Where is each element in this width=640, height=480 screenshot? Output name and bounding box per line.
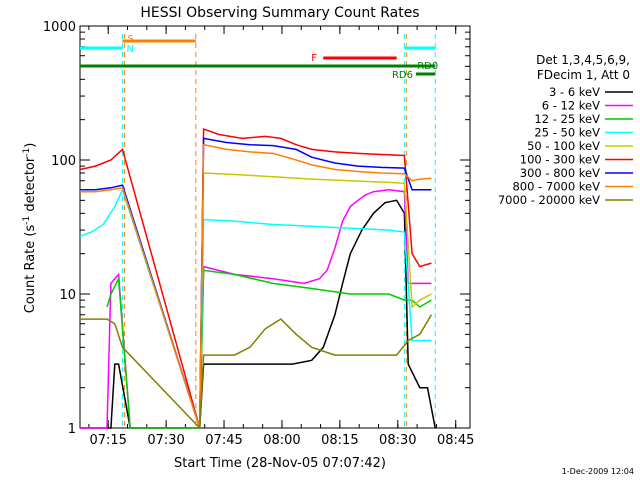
legend-entry-label: 6 - 12 keV <box>542 99 600 113</box>
legend-header: Det 1,3,4,5,6,9, <box>536 53 630 67</box>
chart-title: HESSI Observing Summary Count Rates <box>140 5 419 21</box>
series-line <box>80 200 435 428</box>
flag-label: RD6 <box>392 70 413 81</box>
legend-entry-label: 7000 - 20000 keV <box>498 193 600 207</box>
plot-frame <box>80 26 470 428</box>
legend-header: FDecim 1, Att 0 <box>537 68 630 82</box>
y-tick-label: 100 <box>51 154 76 169</box>
x-tick-label: 07:45 <box>205 433 242 448</box>
x-tick-label: 08:15 <box>321 433 358 448</box>
x-tick-label: 08:45 <box>437 433 474 448</box>
plot-area: 1 10 100 1000 07:15 07:30 07:45 08:00 08:15 08:30… <box>43 20 475 448</box>
flag-label: F <box>311 53 317 64</box>
series-line <box>80 315 431 428</box>
legend-entry-label: 50 - 100 keV <box>527 139 600 153</box>
legend-entry-label: 3 - 6 keV <box>549 85 600 99</box>
x-tick-label: 07:15 <box>89 433 126 448</box>
series-line <box>80 129 431 428</box>
y-tick-label: 1 <box>68 422 76 437</box>
x-tick-label: 08:30 <box>379 433 416 448</box>
series-line <box>80 190 431 428</box>
series-line <box>80 190 431 428</box>
legend-entry-label: 300 - 800 keV <box>520 166 600 180</box>
y-tick-label: 10 <box>59 288 76 303</box>
legend-entry-label: 800 - 7000 keV <box>512 180 600 194</box>
x-tick-label: 08:00 <box>263 433 300 448</box>
legend-entry-label: 12 - 25 keV <box>534 112 600 126</box>
legend-entry-label: 25 - 50 keV <box>534 126 600 140</box>
x-axis-label: Start Time (28-Nov-05 07:07:42) <box>174 456 386 471</box>
count-rate-chart: HESSI Observing Summary Count Rates 1101… <box>0 0 640 480</box>
flag-label: RD0 <box>417 61 438 72</box>
legend: Det 1,3,4,5,6,9,FDecim 1, Att 0 3 - 6 keV… <box>498 53 633 207</box>
y-tick-label: 1000 <box>43 20 76 35</box>
legend-entry-label: 100 - 300 keV <box>520 153 600 167</box>
footer-date: 1-Dec-2009 12:04 <box>562 467 634 476</box>
flag-label: S <box>127 34 133 45</box>
x-tick-label: 07:30 <box>147 433 184 448</box>
series-line <box>200 173 432 428</box>
y-axis-label: Count Rate (s-1 detector-1) <box>22 143 38 314</box>
flag-label: N <box>126 44 133 55</box>
